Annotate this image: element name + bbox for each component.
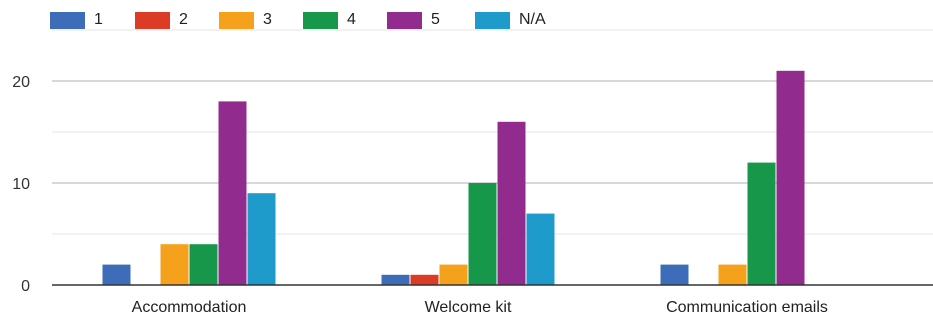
legend-swatch	[475, 11, 510, 29]
legend-swatch	[303, 11, 338, 29]
legend-label: 2	[179, 11, 188, 28]
y-tick-label: 20	[12, 74, 30, 91]
legend-label: N/A	[519, 11, 546, 28]
legend-swatch	[50, 11, 85, 29]
legend-swatch	[387, 11, 422, 29]
x-category-label: Accommodation	[132, 299, 247, 316]
legend-label: 5	[431, 11, 440, 28]
legend-label: 4	[347, 11, 356, 28]
legend-swatch	[135, 11, 170, 29]
bar-1-communication-emails	[660, 264, 689, 285]
legend-label: 3	[263, 11, 272, 28]
bar-3-communication-emails	[718, 264, 747, 285]
legend-item: N/A	[475, 11, 555, 29]
legend-item: 4	[303, 11, 387, 29]
bar-4-welcome-kit	[468, 183, 497, 285]
bar-3-welcome-kit	[439, 264, 468, 285]
bar-5-communication-emails	[776, 70, 805, 285]
legend-label: 1	[94, 11, 103, 28]
y-tick-label: 10	[12, 176, 30, 193]
bar-4-accommodation	[189, 244, 218, 285]
bar-4-communication-emails	[747, 162, 776, 285]
bar-na-accommodation	[247, 193, 276, 285]
bar-na-welcome-kit	[526, 213, 555, 285]
bar-1-welcome-kit	[381, 274, 410, 285]
legend-item: 1	[50, 11, 135, 29]
legend-item: 5	[387, 11, 475, 29]
bar-2-welcome-kit	[410, 274, 439, 285]
bar-3-accommodation	[160, 244, 189, 285]
x-category-label: Communication emails	[666, 299, 828, 316]
bar-5-welcome-kit	[497, 121, 526, 285]
legend-swatch	[219, 11, 254, 29]
legend-item: 2	[135, 11, 219, 29]
bar-5-accommodation	[218, 101, 247, 286]
x-category-label: Welcome kit	[425, 299, 512, 316]
legend-item: 3	[219, 11, 303, 29]
bar-1-accommodation	[102, 264, 131, 285]
y-tick-label: 0	[21, 278, 30, 295]
chart-legend: 1 2 3 4 5 N/A	[50, 9, 555, 31]
